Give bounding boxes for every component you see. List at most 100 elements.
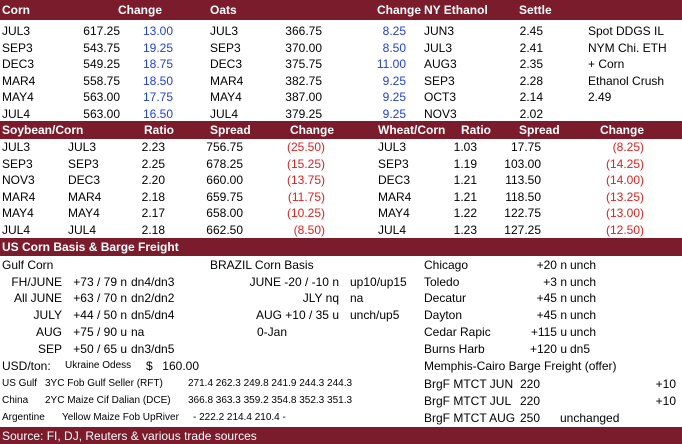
table-cell: (13.25)	[605, 190, 644, 204]
table-cell: DEC3	[68, 173, 101, 187]
table-cell: MAY4	[2, 90, 34, 104]
table-cell: DEC3	[378, 173, 411, 187]
table-cell: 1.19	[453, 157, 477, 171]
basis-cell: unch	[570, 291, 597, 305]
freight-cell: Argentine	[2, 412, 45, 423]
basis-cell: +20 n	[536, 258, 567, 272]
freight-cell: - 222.2 214.4 210.4 -	[193, 412, 286, 423]
freight-cell: $	[146, 359, 153, 373]
table-cell: (14.00)	[605, 173, 644, 187]
table-cell: (11.75)	[287, 190, 325, 204]
basis-cell: +44 / 50 n	[73, 308, 127, 322]
basis-cell: dn4/dn3	[131, 275, 175, 289]
column-header: Spread	[210, 123, 251, 137]
column-header: Soybean/Corn	[2, 123, 84, 137]
table-cell: MAR4	[2, 73, 36, 88]
table-cell: SEP3	[210, 40, 241, 55]
basis-cell: na	[350, 291, 364, 305]
table-cell: MAY4	[378, 206, 410, 220]
basis-cell: unch/up5	[350, 308, 400, 322]
column-header: Ratio	[461, 123, 491, 137]
basis-cell: Decatur	[424, 291, 467, 305]
label: BRAZIL Corn Basis	[210, 258, 314, 272]
table-cell: (12.50)	[605, 223, 644, 237]
basis-cell: dn3/dn5	[131, 342, 175, 356]
table-cell: 2.45	[519, 24, 543, 38]
table-cell: SEP3	[2, 40, 33, 55]
freight-cell: US Gulf	[2, 378, 38, 389]
basis-cell: Burns Harb	[424, 342, 485, 356]
basis-cell: Dayton	[424, 308, 463, 322]
footer-band	[0, 427, 682, 444]
table-cell: 678.25	[206, 157, 243, 171]
freight-cell: BrgF MTCT JUN	[424, 377, 514, 391]
table-cell: JUL4	[68, 223, 97, 237]
freight-cell: 271.4 262.3 249.8 241.9 244.3 244.3	[188, 378, 353, 389]
table-cell: 9.25	[382, 106, 406, 121]
table-cell: 1.23	[453, 223, 477, 237]
table-cell: 1.03	[453, 140, 477, 154]
basis-cell: JUNE -20 / -10 n	[249, 275, 339, 289]
basis-cell: +50 / 65 u	[73, 342, 127, 356]
table-cell: 1.21	[453, 190, 477, 204]
table-cell: 558.75	[83, 73, 120, 88]
note: + Corn	[588, 57, 625, 71]
table-cell: JUL3	[424, 40, 453, 55]
table-cell: DEC3	[2, 57, 35, 71]
table-cell: MAR4	[210, 73, 244, 88]
table-cell: JUL4	[2, 106, 31, 121]
column-header: Change	[118, 3, 163, 17]
column-header: Wheat/Corn	[378, 123, 446, 137]
table-cell: SEP3	[2, 157, 33, 171]
table-cell: JUL4	[2, 223, 31, 237]
basis-cell: +3 n	[543, 275, 567, 289]
basis-cell: FH/JUNE	[11, 275, 62, 289]
header-band	[0, 0, 682, 20]
table-cell: JUL3	[2, 140, 31, 154]
table-cell: 118.50	[505, 190, 541, 204]
column-header: Oats	[210, 3, 237, 17]
table-cell: MAR4	[68, 190, 102, 204]
basis-cell: AUG +10 / 35 u	[255, 308, 339, 322]
table-cell: 617.25	[83, 24, 120, 38]
table-cell: 122.75	[504, 206, 541, 220]
basis-cell: Chicago	[424, 258, 469, 272]
table-cell: JUL3	[68, 140, 97, 154]
basis-cell: +115 u	[530, 325, 567, 339]
freight-cell: 366.8 363.3 359.2 354.8 352.3 351.3	[188, 395, 353, 406]
table-cell: 127.25	[504, 223, 541, 237]
basis-cell: JLY nq	[302, 291, 339, 305]
table-cell: 2.20	[141, 173, 165, 187]
table-cell: 2.23	[141, 140, 165, 154]
header-band	[0, 238, 682, 256]
basis-cell: SEP	[37, 342, 62, 356]
note: NYM Chi. ETH	[588, 40, 667, 55]
table-cell: 2.28	[519, 73, 543, 88]
table-cell: (25.50)	[286, 140, 325, 154]
table-cell: 658.00	[206, 206, 243, 220]
freight-cell: USD/ton:	[2, 359, 51, 373]
table-cell: 2.18	[141, 190, 165, 204]
freight-cell: Yellow Maize Fob UpRiver	[62, 412, 179, 423]
table-cell: 563.00	[83, 90, 120, 104]
basis-cell: +63 / 70 n	[73, 291, 127, 305]
basis-cell: +75 / 90 u	[73, 325, 127, 339]
table-cell: 113.50	[505, 173, 541, 187]
table-cell: 379.25	[285, 106, 322, 121]
table-cell: 11.00	[376, 57, 406, 71]
table-cell: 9.25	[382, 90, 406, 104]
basis-cell: unch	[570, 308, 597, 322]
table-cell: 103.00	[504, 157, 541, 171]
table-cell: JUL3	[378, 140, 407, 154]
table-cell: 16.50	[142, 106, 173, 121]
basis-cell: 0-Jan	[257, 325, 288, 339]
table-cell: 8.50	[382, 40, 406, 55]
basis-cell: dn5/dn4	[131, 308, 175, 322]
freight-cell: unchanged	[560, 411, 620, 425]
table-cell: (13.75)	[286, 173, 325, 187]
label: Memphis-Cairo Barge Freight (offer)	[424, 359, 617, 373]
table-cell: 662.50	[206, 223, 243, 237]
basis-cell: na	[131, 325, 145, 339]
table-cell: 382.75	[285, 73, 322, 88]
table-cell: 370.00	[285, 40, 322, 55]
